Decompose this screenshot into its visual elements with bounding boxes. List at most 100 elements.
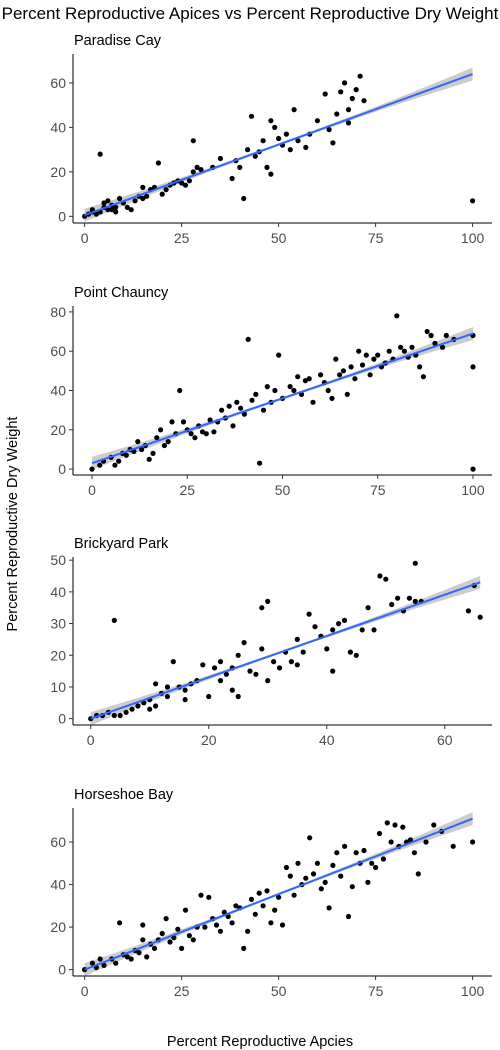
panel-title: Paradise Cay (74, 33, 162, 49)
data-point (401, 348, 407, 354)
panel-title: Horseshoe Bay (74, 787, 174, 803)
data-point (352, 376, 358, 382)
data-point (177, 387, 183, 394)
data-point (400, 824, 406, 830)
y-tick-label: 50 (50, 552, 66, 568)
data-point (347, 649, 353, 655)
y-tick-label: 30 (50, 616, 66, 632)
data-point (206, 693, 212, 700)
data-point (112, 462, 118, 468)
data-point (342, 843, 348, 849)
data-point (392, 822, 398, 828)
data-point (238, 405, 244, 411)
data-point (219, 407, 225, 413)
data-point (123, 452, 129, 458)
x-tick-label: 75 (370, 482, 386, 498)
figure-title: Percent Reproductive Apices vs Percent R… (2, 4, 499, 23)
data-point (417, 364, 423, 370)
data-point (412, 560, 418, 566)
data-point (237, 164, 243, 170)
data-point (276, 352, 282, 358)
regression-line (91, 332, 474, 465)
data-point (295, 138, 301, 144)
data-point (223, 671, 229, 677)
data-point (312, 624, 318, 630)
data-point (334, 111, 340, 117)
data-point (113, 204, 119, 210)
data-point (373, 864, 379, 871)
data-point (260, 138, 266, 144)
data-point (310, 871, 317, 877)
data-point (190, 138, 196, 144)
x-tick-label: 100 (461, 230, 485, 246)
data-point (398, 344, 404, 350)
data-point (329, 395, 335, 401)
data-point (113, 209, 119, 215)
data-point (93, 211, 99, 217)
data-point (276, 135, 282, 142)
data-point (163, 916, 169, 922)
data-point (159, 930, 165, 937)
data-point (371, 356, 377, 362)
data-point (164, 693, 170, 700)
y-tick-label: 20 (50, 647, 66, 663)
data-point (217, 659, 224, 665)
data-point (470, 466, 476, 472)
data-point (420, 374, 426, 380)
regression-line (84, 817, 473, 971)
data-point (344, 391, 350, 397)
data-point (268, 118, 274, 124)
data-point (411, 850, 417, 856)
data-point (169, 419, 175, 425)
x-tick-label: 25 (174, 230, 190, 246)
data-point (330, 668, 336, 674)
data-point (470, 839, 476, 845)
y-tick-label: 80 (50, 304, 66, 320)
data-point (260, 903, 266, 909)
data-point (294, 636, 300, 643)
y-tick-label: 0 (58, 461, 66, 477)
data-point (234, 399, 240, 405)
x-tick-label: 100 (461, 983, 485, 999)
data-point (377, 573, 383, 579)
y-tick-label: 40 (50, 584, 66, 600)
data-point (306, 376, 312, 382)
data-point (287, 384, 293, 390)
data-point (306, 611, 312, 617)
data-point (322, 91, 328, 97)
data-point (226, 403, 232, 409)
x-tick-label: 50 (271, 230, 287, 246)
data-point (279, 922, 286, 928)
x-tick-label: 0 (81, 983, 89, 999)
data-point (412, 598, 418, 605)
data-point (336, 621, 342, 627)
data-point (443, 332, 449, 339)
data-point (330, 627, 336, 633)
panel-3: Horseshoe Bay 0 25 50 75 100 0 20 40 60 (50, 787, 492, 999)
data-point (342, 80, 348, 86)
data-point (128, 956, 134, 962)
data-point (153, 681, 159, 687)
data-point (229, 687, 235, 693)
data-point (325, 387, 331, 394)
data-point (349, 884, 355, 890)
data-point (367, 372, 373, 378)
data-point (97, 462, 103, 468)
y-tick-label: 0 (58, 962, 66, 978)
data-point (428, 332, 434, 339)
data-point (97, 956, 103, 962)
data-point (217, 678, 224, 684)
data-point (423, 839, 429, 845)
data-point (295, 374, 301, 380)
data-point (213, 922, 220, 928)
data-point (153, 703, 159, 709)
data-point (207, 417, 213, 423)
data-point (89, 466, 95, 472)
data-point (248, 113, 255, 119)
x-tick-label: 20 (201, 732, 217, 748)
data-point (252, 911, 258, 917)
data-point (192, 435, 198, 441)
y-tick-label: 20 (50, 919, 66, 935)
data-point (314, 118, 320, 124)
